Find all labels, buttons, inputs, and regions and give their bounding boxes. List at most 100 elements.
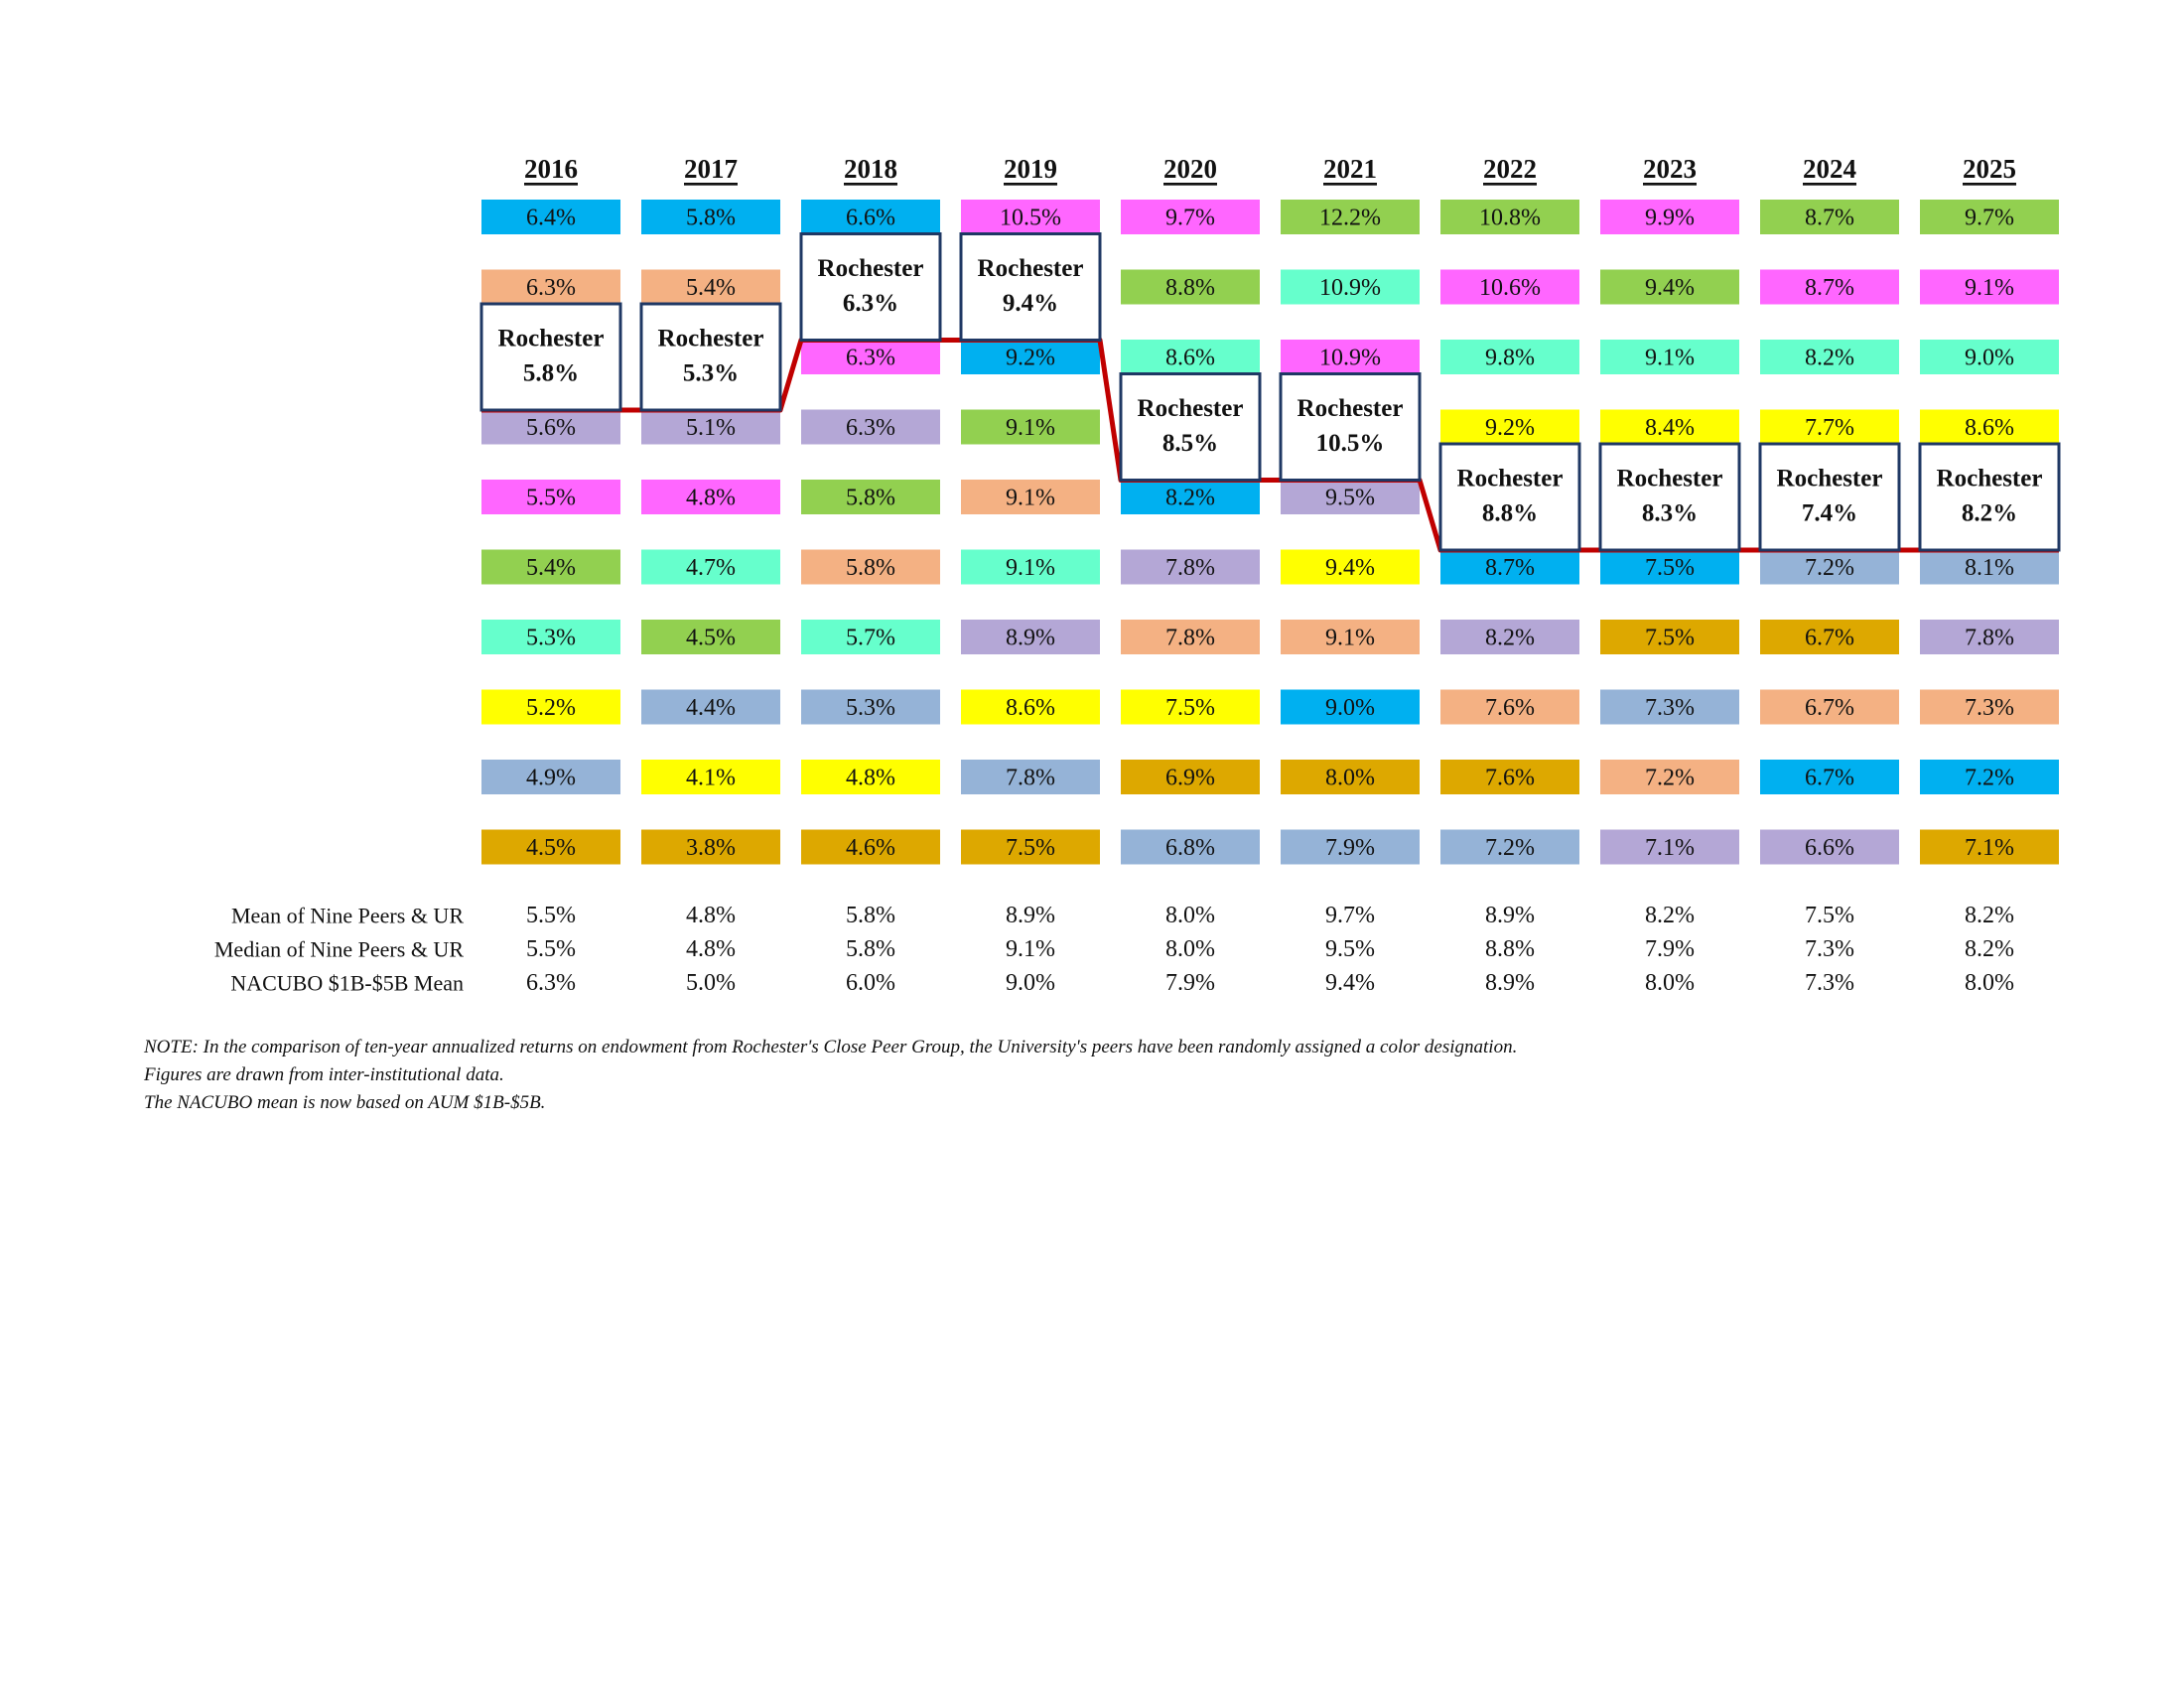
peer-cell	[1600, 829, 1739, 865]
peer-cell-value: 7.2%	[1965, 766, 2014, 791]
peer-cell	[641, 760, 780, 794]
peer-cell-value: 7.2%	[1485, 835, 1535, 861]
summary-value: 8.0%	[1165, 903, 1215, 928]
peer-cell-value: 7.8%	[1165, 555, 1215, 581]
peer-cell	[1440, 549, 1579, 585]
peer-cell	[1920, 689, 2059, 725]
year-header: 2021	[1323, 154, 1377, 184]
peer-cell-value: 5.4%	[686, 275, 736, 301]
summary-row-label: Mean of Nine Peers & UR	[231, 904, 464, 928]
peer-cell-value: 9.1%	[1325, 626, 1375, 651]
peer-cell	[961, 549, 1100, 585]
peer-cell-value: 6.3%	[526, 275, 576, 301]
peer-cell	[961, 340, 1100, 374]
peer-cell-value: 7.1%	[1965, 835, 2014, 861]
peer-cell-value: 7.3%	[1965, 695, 2014, 721]
peer-cell	[961, 760, 1100, 794]
summary-value: 9.0%	[1006, 970, 1055, 996]
rochester-label: Rochester	[978, 255, 1084, 282]
rochester-value: 8.2%	[1962, 500, 2017, 527]
peer-cell-value: 9.1%	[1006, 415, 1055, 441]
year-header: 2023	[1643, 154, 1697, 184]
rochester-value: 8.3%	[1642, 500, 1698, 527]
peer-cell	[1760, 269, 1899, 305]
peer-cell-value: 7.9%	[1325, 835, 1375, 861]
peer-cell	[1920, 829, 2059, 865]
year-header: 2019	[1004, 154, 1057, 184]
peer-cell-value: 6.9%	[1165, 766, 1215, 791]
peer-cell	[1281, 549, 1420, 585]
peer-cell-value: 3.8%	[686, 835, 736, 861]
peer-cell	[1440, 409, 1579, 445]
peer-cell-value: 7.5%	[1006, 835, 1055, 861]
peer-cell-value: 9.7%	[1965, 206, 2014, 231]
peer-cell-value: 9.9%	[1645, 206, 1695, 231]
peer-cell-value: 4.8%	[686, 486, 736, 511]
peer-cell-value: 6.3%	[846, 415, 895, 441]
peer-cell-value: 6.3%	[846, 346, 895, 371]
peer-cell	[1600, 549, 1739, 585]
peer-cell	[1760, 620, 1899, 654]
peer-cell-value: 8.6%	[1165, 346, 1215, 371]
summary-value: 9.4%	[1325, 970, 1375, 996]
peer-cell-value: 8.9%	[1006, 626, 1055, 651]
year-header: 2024	[1803, 154, 1856, 184]
peer-cell	[1760, 549, 1899, 585]
note-line-1: NOTE: In the comparison of ten-year annu…	[144, 1037, 1518, 1057]
peer-cell-value: 9.4%	[1645, 275, 1695, 301]
peer-cell-value: 9.0%	[1325, 695, 1375, 721]
rochester-box	[799, 232, 942, 342]
peer-cell-value: 4.8%	[846, 766, 895, 791]
summary-value: 8.9%	[1006, 903, 1055, 928]
note-line-2: Figures are drawn from inter-institution…	[144, 1064, 504, 1085]
peer-cell	[801, 480, 940, 514]
summary-value: 8.0%	[1965, 970, 2014, 996]
peer-cell	[1281, 340, 1420, 374]
peer-cell-value: 7.5%	[1645, 555, 1695, 581]
peer-cell	[481, 760, 620, 794]
peer-cell-value: 9.1%	[1965, 275, 2014, 301]
peer-cell-value: 8.2%	[1485, 626, 1535, 651]
rochester-box	[479, 302, 622, 412]
peer-cell-value: 8.7%	[1485, 555, 1535, 581]
rochester-boxes-group: Rochester 5.8% Rochester 5.3% Rochester 6.3% R…	[479, 232, 2061, 552]
peer-cell-value: 10.9%	[1319, 346, 1381, 371]
rochester-value: 5.8%	[523, 360, 579, 387]
summary-value: 9.5%	[1325, 936, 1375, 962]
summary-value: 5.5%	[526, 903, 576, 928]
year-header: 2017	[684, 154, 738, 184]
peer-cell	[481, 620, 620, 654]
peer-cell	[1760, 200, 1899, 234]
peer-cell	[641, 829, 780, 865]
peer-cell-value: 5.8%	[686, 206, 736, 231]
peer-cell-value: 7.2%	[1805, 555, 1854, 581]
summary-value: 7.3%	[1805, 970, 1854, 996]
peer-cell-value: 5.3%	[526, 626, 576, 651]
rochester-label: Rochester	[1457, 466, 1564, 492]
peer-cell	[1600, 760, 1739, 794]
rochester-value: 8.5%	[1162, 430, 1218, 457]
rochester-value: 5.3%	[683, 360, 739, 387]
summary-row-label: Median of Nine Peers & UR	[214, 937, 464, 962]
peer-cell	[1121, 269, 1260, 305]
peer-cell-value: 6.7%	[1805, 626, 1854, 651]
peer-cell-value: 7.2%	[1645, 766, 1695, 791]
peer-cell	[1440, 269, 1579, 305]
rochester-label: Rochester	[1937, 466, 2043, 492]
peer-cell	[1281, 269, 1420, 305]
peer-cell-value: 5.3%	[846, 695, 895, 721]
peer-cell-value: 8.2%	[1165, 486, 1215, 511]
peer-cell	[1281, 760, 1420, 794]
rochester-box	[1598, 442, 1741, 552]
peer-cell-value: 7.6%	[1485, 695, 1535, 721]
peer-cell	[1600, 269, 1739, 305]
peer-cell	[481, 549, 620, 585]
year-header: 2018	[844, 154, 897, 184]
rochester-box	[1119, 372, 1262, 482]
summary-row-label: NACUBO $1B-$5B Mean	[230, 971, 464, 996]
peer-cell-value: 9.5%	[1325, 486, 1375, 511]
peer-cell-value: 5.8%	[846, 555, 895, 581]
peer-cell	[961, 689, 1100, 725]
rochester-label: Rochester	[1297, 395, 1404, 422]
peer-cell	[1760, 340, 1899, 374]
